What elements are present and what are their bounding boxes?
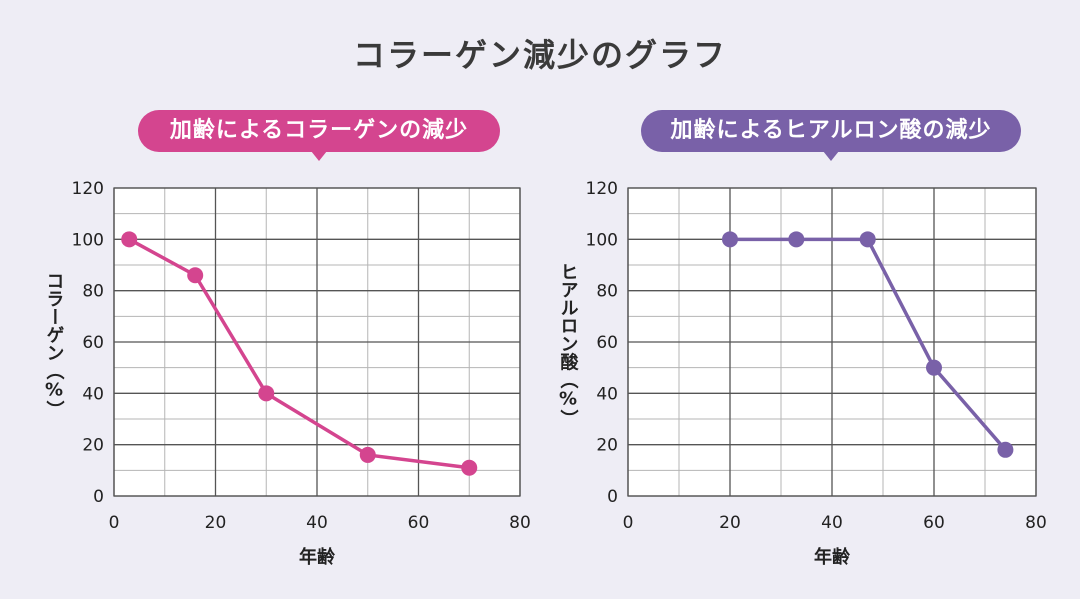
page-title: コラーゲン減少のグラフ: [352, 36, 727, 74]
left-x-tick-label: 0: [109, 513, 120, 533]
right-y-tick-label: 20: [596, 436, 618, 456]
right-chart-title: 加齢によるヒアルロン酸の減少: [641, 110, 1021, 161]
left-y-axis-title: コラーゲン（%）: [44, 272, 65, 419]
left-data-point: [258, 385, 275, 402]
right-data-point: [926, 359, 942, 376]
right-y-tick-label: 80: [596, 282, 618, 302]
right-y-axis-title: ヒアルロン酸（%）: [558, 263, 579, 428]
left-data-point: [187, 267, 204, 284]
left-chart-title: 加齢によるコラーゲンの減少: [138, 110, 500, 161]
right-y-tick-label: 60: [596, 333, 618, 353]
left-x-tick-label: 80: [509, 513, 531, 533]
right-x-tick-label: 40: [821, 513, 843, 533]
left-data-point: [121, 231, 138, 248]
right-x-axis-title: 年齢: [814, 546, 851, 568]
left-data-point: [359, 446, 376, 463]
right-y-tick-label: 0: [607, 487, 618, 507]
right-data-point: [859, 231, 876, 248]
left-data-point: [461, 459, 478, 476]
right-x-tick-label: 0: [623, 513, 634, 533]
right-y-tick-label: 120: [586, 179, 618, 199]
left-plot-border: [113, 187, 521, 497]
right-data-point: [997, 441, 1014, 458]
left-y-tick-label: 60: [82, 333, 104, 353]
right-data-point: [788, 231, 805, 248]
left-y-tick-label: 0: [93, 487, 104, 507]
left-x-tick-label: 20: [205, 513, 227, 533]
right-x-tick-label: 60: [923, 513, 945, 533]
left-y-tick-label: 80: [82, 282, 104, 302]
right-y-tick-label: 100: [586, 230, 618, 250]
right-x-tick-label: 80: [1025, 513, 1047, 533]
left-y-tick-label: 20: [82, 436, 104, 456]
left-x-axis-title: 年齢: [299, 546, 336, 568]
right-data-point: [722, 231, 738, 248]
left-y-tick-label: 120: [72, 179, 104, 199]
right-x-tick-label: 20: [719, 513, 741, 533]
right-plot-border: [627, 187, 1037, 497]
right-y-tick-label: 40: [596, 384, 618, 404]
left-x-tick-label: 40: [306, 513, 328, 533]
left-y-tick-label: 40: [82, 384, 104, 404]
left-x-tick-label: 60: [408, 513, 430, 533]
left-y-tick-label: 100: [72, 230, 104, 250]
